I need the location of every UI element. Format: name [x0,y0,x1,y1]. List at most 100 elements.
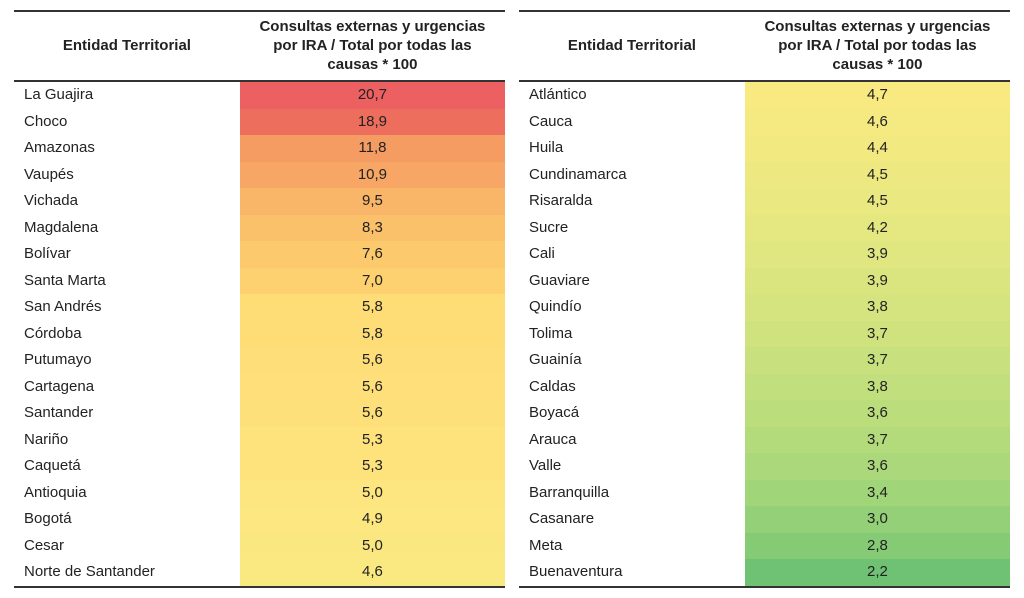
table-row: Santander5,6 [14,400,505,427]
table-row: Bolívar7,6 [14,241,505,268]
value-cell: 3,8 [745,294,1010,321]
table-row: Boyacá3,6 [519,400,1010,427]
value-cell: 4,6 [745,109,1010,136]
table-row: Guainía3,7 [519,347,1010,374]
value-cell: 11,8 [240,135,505,162]
value-cell: 4,9 [240,506,505,533]
col-header-value: Consultas externas y urgencias por IRA /… [745,11,1010,81]
entity-cell: Choco [14,109,240,136]
table-row: Amazonas11,8 [14,135,505,162]
value-cell: 5,3 [240,453,505,480]
entity-cell: Cundinamarca [519,162,745,189]
table-row: Buenaventura2,2 [519,559,1010,587]
table-row: Cali3,9 [519,241,1010,268]
table-row: Nariño5,3 [14,427,505,454]
value-cell: 3,8 [745,374,1010,401]
col-header-value: Consultas externas y urgencias por IRA /… [240,11,505,81]
table-row: Guaviare3,9 [519,268,1010,295]
value-cell: 3,7 [745,321,1010,348]
entity-cell: Norte de Santander [14,559,240,587]
value-cell: 7,6 [240,241,505,268]
table-row: Cauca4,6 [519,109,1010,136]
table-row: Atlántico4,7 [519,81,1010,109]
value-cell: 3,7 [745,427,1010,454]
entity-cell: Putumayo [14,347,240,374]
table-row: Santa Marta7,0 [14,268,505,295]
entity-cell: Vichada [14,188,240,215]
value-cell: 2,2 [745,559,1010,587]
entity-cell: Nariño [14,427,240,454]
entity-cell: Bolívar [14,241,240,268]
entity-cell: Antioquia [14,480,240,507]
table-row: Cartagena5,6 [14,374,505,401]
table-row: Meta2,8 [519,533,1010,560]
entity-cell: Casanare [519,506,745,533]
value-cell: 18,9 [240,109,505,136]
table-row: Caquetá5,3 [14,453,505,480]
value-cell: 4,5 [745,188,1010,215]
entity-cell: San Andrés [14,294,240,321]
value-cell: 8,3 [240,215,505,242]
entity-cell: Sucre [519,215,745,242]
entity-cell: Guainía [519,347,745,374]
entity-cell: Santander [14,400,240,427]
entity-cell: Magdalena [14,215,240,242]
table-row: Antioquia5,0 [14,480,505,507]
table-row: Risaralda4,5 [519,188,1010,215]
value-cell: 4,7 [745,81,1010,109]
entity-cell: Tolima [519,321,745,348]
value-cell: 5,6 [240,400,505,427]
entity-cell: Quindío [519,294,745,321]
table-row: La Guajira20,7 [14,81,505,109]
entity-cell: Córdoba [14,321,240,348]
table-row: Choco18,9 [14,109,505,136]
table-row: Bogotá4,9 [14,506,505,533]
value-cell: 5,0 [240,533,505,560]
value-cell: 3,6 [745,400,1010,427]
value-cell: 2,8 [745,533,1010,560]
entity-cell: Barranquilla [519,480,745,507]
value-cell: 5,0 [240,480,505,507]
entity-cell: Caquetá [14,453,240,480]
left-table: Entidad Territorial Consultas externas y… [14,10,505,588]
value-cell: 3,7 [745,347,1010,374]
value-cell: 10,9 [240,162,505,189]
table-row: Arauca3,7 [519,427,1010,454]
entity-cell: Cali [519,241,745,268]
two-column-table-wrap: Entidad Territorial Consultas externas y… [14,10,1010,588]
value-cell: 5,6 [240,374,505,401]
value-cell: 5,3 [240,427,505,454]
value-cell: 20,7 [240,81,505,109]
entity-cell: Cauca [519,109,745,136]
entity-cell: Meta [519,533,745,560]
table-row: Magdalena8,3 [14,215,505,242]
value-cell: 5,6 [240,347,505,374]
entity-cell: Cartagena [14,374,240,401]
entity-cell: Caldas [519,374,745,401]
value-cell: 7,0 [240,268,505,295]
table-row: Casanare3,0 [519,506,1010,533]
entity-cell: Buenaventura [519,559,745,587]
entity-cell: Boyacá [519,400,745,427]
entity-cell: Santa Marta [14,268,240,295]
table-row: Barranquilla3,4 [519,480,1010,507]
table-row: Cundinamarca4,5 [519,162,1010,189]
value-cell: 3,9 [745,241,1010,268]
table-row: Putumayo5,6 [14,347,505,374]
value-cell: 4,5 [745,162,1010,189]
entity-cell: Bogotá [14,506,240,533]
entity-cell: Atlántico [519,81,745,109]
value-cell: 4,4 [745,135,1010,162]
table-header-row: Entidad Territorial Consultas externas y… [519,11,1010,81]
entity-cell: Cesar [14,533,240,560]
table-row: Vichada9,5 [14,188,505,215]
value-cell: 5,8 [240,321,505,348]
table-row: Vaupés10,9 [14,162,505,189]
value-cell: 3,6 [745,453,1010,480]
value-cell: 4,2 [745,215,1010,242]
entity-cell: Guaviare [519,268,745,295]
entity-cell: La Guajira [14,81,240,109]
entity-cell: Amazonas [14,135,240,162]
entity-cell: Huila [519,135,745,162]
value-cell: 5,8 [240,294,505,321]
